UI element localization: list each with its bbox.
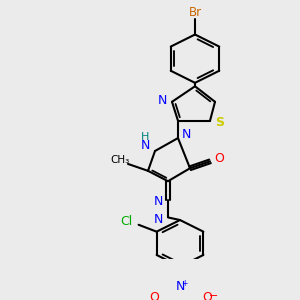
Text: N: N bbox=[153, 195, 163, 208]
Text: N: N bbox=[140, 139, 150, 152]
Text: O: O bbox=[149, 291, 159, 300]
Text: −: − bbox=[209, 291, 219, 300]
Text: Cl: Cl bbox=[121, 215, 133, 228]
Text: CH₃: CH₃ bbox=[110, 154, 130, 165]
Text: O: O bbox=[214, 152, 224, 165]
Text: Br: Br bbox=[188, 6, 202, 19]
Text: N: N bbox=[181, 128, 191, 141]
Text: N: N bbox=[153, 213, 163, 226]
Text: O: O bbox=[202, 291, 212, 300]
Text: S: S bbox=[215, 116, 224, 129]
Text: N: N bbox=[175, 280, 185, 293]
Text: N: N bbox=[157, 94, 167, 106]
Text: +: + bbox=[181, 278, 187, 287]
Text: H: H bbox=[141, 132, 149, 142]
